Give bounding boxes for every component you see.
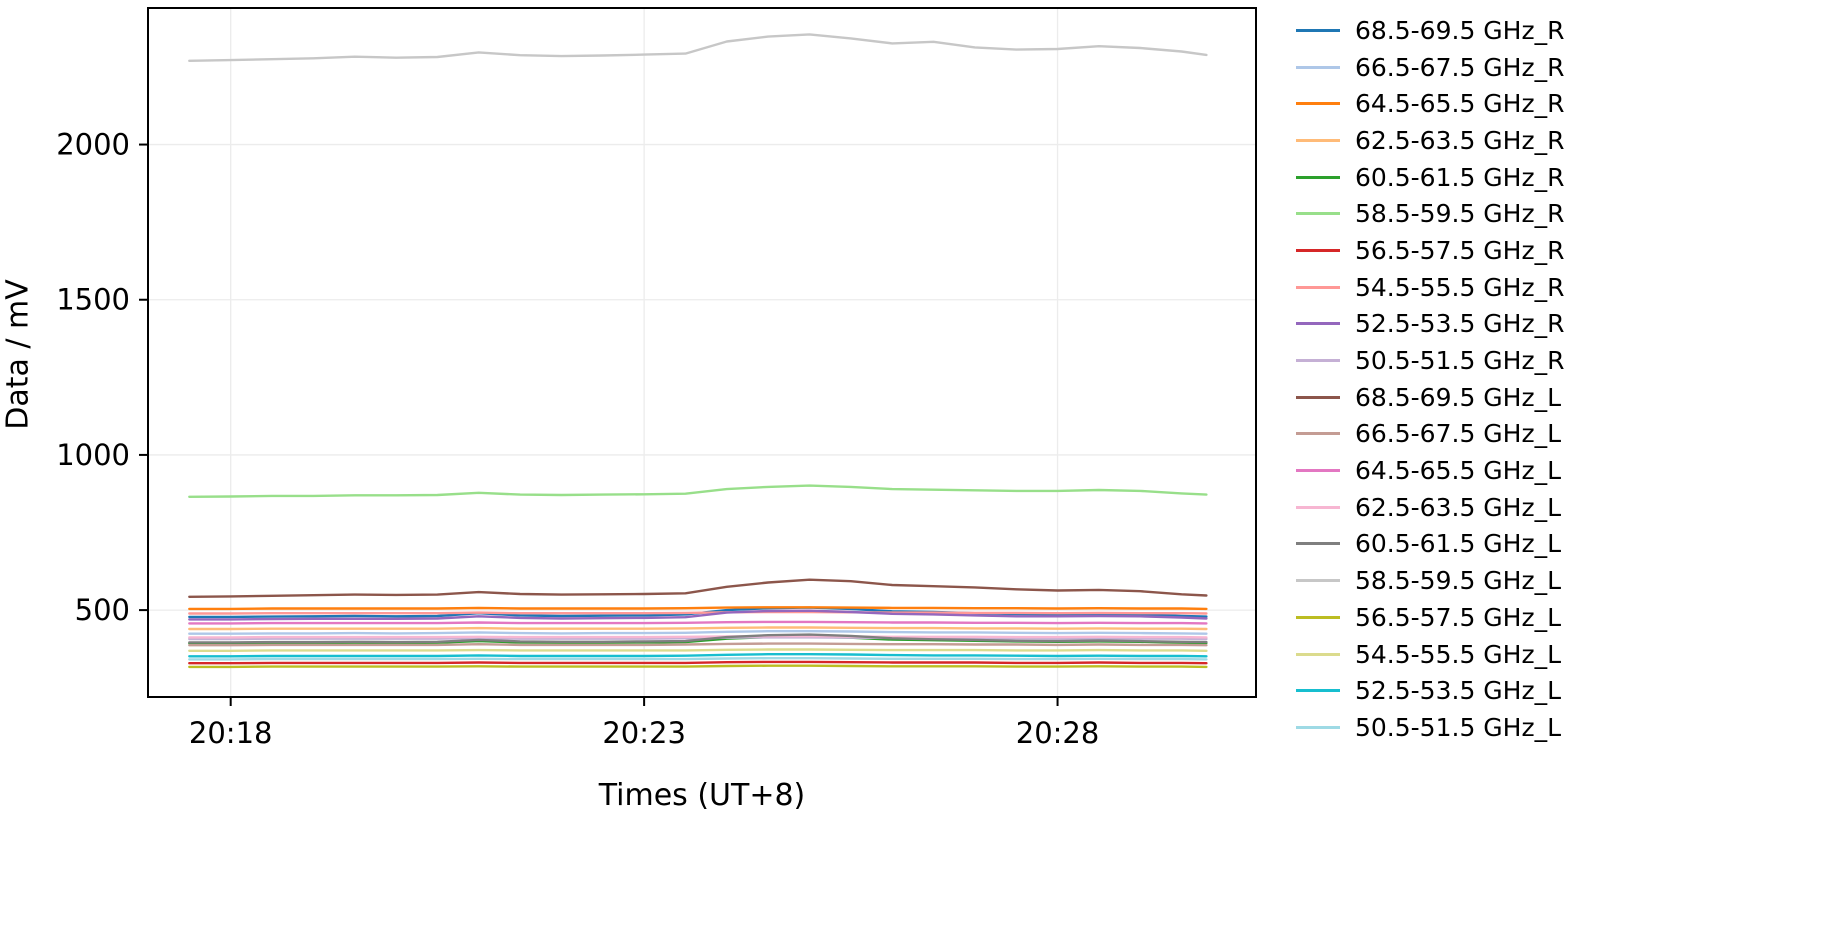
- legend-swatch: [1296, 65, 1340, 69]
- legend-label: 58.5-59.5 GHz_L: [1355, 566, 1562, 596]
- x-axis-label: Times (UT+8): [598, 778, 806, 813]
- legend-label: 68.5-69.5 GHz_R: [1355, 15, 1565, 45]
- series-line: [188, 484, 1208, 498]
- series-line: [188, 610, 1208, 615]
- legend-item: 54.5-55.5 GHz_L: [1296, 636, 1564, 673]
- legend-item: 60.5-61.5 GHz_R: [1296, 159, 1564, 196]
- series-line: [188, 635, 1208, 639]
- legend-label: 60.5-61.5 GHz_R: [1355, 162, 1565, 192]
- legend-item: 52.5-53.5 GHz_L: [1296, 672, 1564, 709]
- series-line: [188, 630, 1208, 635]
- legend-item: 58.5-59.5 GHz_R: [1296, 195, 1564, 232]
- series-line: [188, 653, 1208, 658]
- y-tick-label: 2000: [56, 128, 130, 162]
- legend-label: 54.5-55.5 GHz_R: [1355, 272, 1565, 302]
- x-tick-label: 20:23: [602, 716, 686, 750]
- series-line: [188, 606, 1208, 611]
- series-line: [188, 33, 1208, 62]
- y-tick-label: 500: [75, 593, 130, 627]
- legend-swatch: [1296, 212, 1340, 216]
- legend-label: 56.5-57.5 GHz_R: [1355, 235, 1565, 265]
- legend-item: 64.5-65.5 GHz_R: [1296, 85, 1564, 122]
- x-tick-label: 20:28: [1016, 716, 1100, 750]
- legend-swatch: [1296, 138, 1340, 142]
- legend-swatch: [1296, 285, 1340, 289]
- series-line: [188, 633, 1208, 644]
- legend-swatch: [1296, 248, 1340, 252]
- legend-swatch: [1296, 689, 1340, 693]
- legend-item: 62.5-63.5 GHz_L: [1296, 489, 1564, 526]
- legend-swatch: [1296, 505, 1340, 509]
- series-line: [188, 660, 1208, 665]
- legend-item: 66.5-67.5 GHz_R: [1296, 49, 1564, 86]
- legend-swatch: [1296, 102, 1340, 106]
- legend-label: 54.5-55.5 GHz_L: [1355, 639, 1562, 669]
- legend-label: 50.5-51.5 GHz_L: [1355, 712, 1562, 742]
- legend-label: 64.5-65.5 GHz_R: [1355, 89, 1565, 119]
- legend-swatch: [1296, 322, 1340, 326]
- legend-item: 68.5-69.5 GHz_R: [1296, 12, 1564, 49]
- legend-swatch: [1296, 542, 1340, 546]
- y-axis-label: Data / mV: [0, 279, 36, 430]
- legend-swatch: [1296, 432, 1340, 436]
- legend-label: 50.5-51.5 GHz_R: [1355, 346, 1565, 376]
- series-line: [188, 657, 1208, 661]
- legend-swatch: [1296, 579, 1340, 583]
- legend-item: 62.5-63.5 GHz_R: [1296, 122, 1564, 159]
- legend-swatch: [1296, 395, 1340, 399]
- legend-label: 52.5-53.5 GHz_L: [1355, 676, 1562, 706]
- plot-border: [147, 7, 1257, 698]
- legend-item: 50.5-51.5 GHz_R: [1296, 342, 1564, 379]
- series-line: [188, 642, 1208, 647]
- legend-swatch: [1296, 28, 1340, 32]
- legend-item: 56.5-57.5 GHz_R: [1296, 232, 1564, 269]
- legend-label: 66.5-67.5 GHz_R: [1355, 52, 1565, 82]
- legend-label: 56.5-57.5 GHz_L: [1355, 602, 1562, 632]
- series-line: [188, 620, 1208, 625]
- legend-swatch: [1296, 725, 1340, 729]
- legend-swatch: [1296, 359, 1340, 363]
- legend-item: 56.5-57.5 GHz_L: [1296, 599, 1564, 636]
- legend-swatch: [1296, 652, 1340, 656]
- series-line: [188, 609, 1208, 621]
- series-line: [188, 626, 1208, 631]
- legend-item: 68.5-69.5 GHz_L: [1296, 379, 1564, 416]
- legend-swatch: [1296, 175, 1340, 179]
- legend-label: 62.5-63.5 GHz_L: [1355, 492, 1562, 522]
- legend-label: 62.5-63.5 GHz_R: [1355, 125, 1565, 155]
- x-tick-label: 20:18: [189, 716, 273, 750]
- series-line: [188, 578, 1208, 598]
- legend-item: 58.5-59.5 GHz_L: [1296, 562, 1564, 599]
- legend-item: 60.5-61.5 GHz_L: [1296, 526, 1564, 563]
- legend-item: 54.5-55.5 GHz_R: [1296, 269, 1564, 306]
- series-line: [188, 648, 1208, 652]
- legend-label: 68.5-69.5 GHz_L: [1355, 382, 1562, 412]
- legend-item: 66.5-67.5 GHz_L: [1296, 416, 1564, 453]
- legend-label: 66.5-67.5 GHz_L: [1355, 419, 1562, 449]
- legend-item: 50.5-51.5 GHz_L: [1296, 709, 1564, 746]
- y-tick-label: 1000: [56, 438, 130, 472]
- legend-item: 52.5-53.5 GHz_R: [1296, 306, 1564, 343]
- legend-label: 64.5-65.5 GHz_L: [1355, 456, 1562, 486]
- series-line: [188, 664, 1208, 669]
- legend: 68.5-69.5 GHz_R 66.5-67.5 GHz_R 64.5-65.5 …: [1296, 12, 1564, 746]
- legend-label: 60.5-61.5 GHz_L: [1355, 529, 1562, 559]
- legend-label: 58.5-59.5 GHz_R: [1355, 199, 1565, 229]
- legend-swatch: [1296, 469, 1340, 473]
- legend-item: 64.5-65.5 GHz_L: [1296, 452, 1564, 489]
- legend-swatch: [1296, 615, 1340, 619]
- y-tick-label: 1500: [56, 283, 130, 317]
- legend-label: 52.5-53.5 GHz_R: [1355, 309, 1565, 339]
